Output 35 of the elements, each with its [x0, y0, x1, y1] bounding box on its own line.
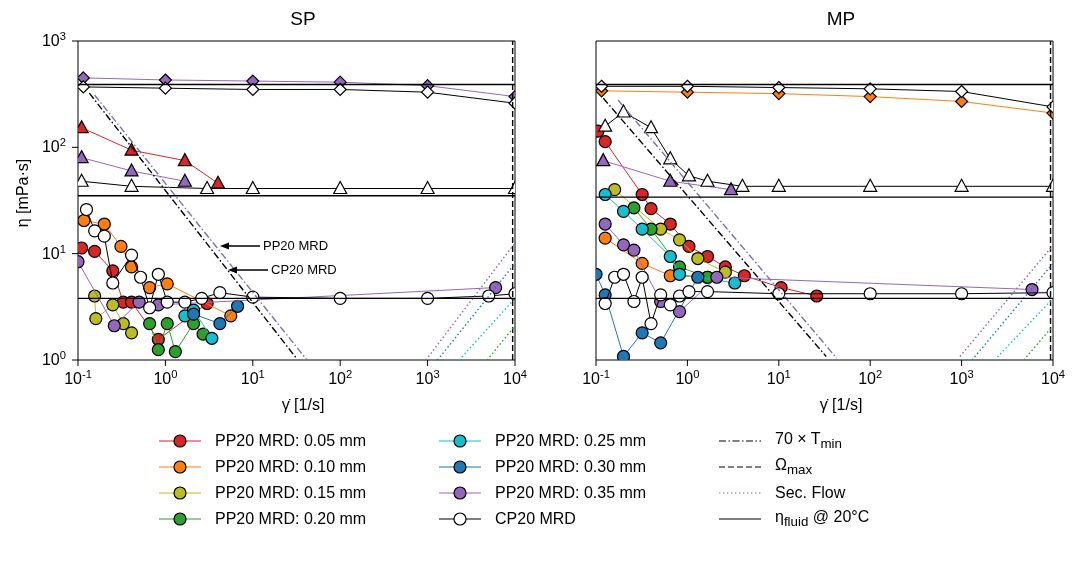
x-axis-title: γ̇ [1/s]	[818, 396, 864, 414]
legend-label: 70 × T$_{min}$	[775, 430, 842, 452]
x-tick-label: 10$^{2}$	[858, 368, 883, 387]
legend-label: PP20 MRD: 0.20 mm	[215, 510, 367, 528]
y-axis-title: η [mPa·s]	[14, 157, 32, 230]
y-tick-label: 10$^{3}$	[41, 30, 66, 49]
legend-label: PP20 MRD: 0.10 mm	[215, 458, 367, 476]
x-tick-label: 10$^{-1}$	[582, 368, 610, 387]
x-tick-label: 10$^{1}$	[766, 368, 791, 387]
y-tick-label: 10$^{1}$	[41, 242, 66, 262]
chart-title: MP	[825, 8, 857, 31]
x-tick-label: 10$^{4}$	[502, 368, 528, 387]
x-tick-label: 10$^{0}$	[675, 368, 700, 387]
x-axis-title: γ̇ [1/s]	[280, 396, 326, 414]
x-tick-label: 10$^{-1}$	[64, 368, 92, 387]
x-tick-label: 10$^{0}$	[153, 368, 178, 387]
legend-label: PP20 MRD: 0.30 mm	[495, 458, 647, 476]
y-tick-label: 10$^{2}$	[41, 136, 66, 156]
legend-label: Sec. Flow	[775, 484, 846, 502]
x-tick-label: 10$^{4}$	[1040, 368, 1066, 387]
legend-label: η$_{fluid}$ @ 20°C	[775, 508, 870, 530]
legend-label: PP20 MRD: 0.15 mm	[215, 484, 367, 502]
annotation: PP20 MRD	[263, 238, 329, 253]
x-tick-label: 10$^{3}$	[415, 368, 440, 387]
x-tick-label: 10$^{3}$	[949, 368, 974, 387]
legend-label: PP20 MRD: 0.35 mm	[495, 484, 647, 502]
legend-label: PP20 MRD: 0.25 mm	[495, 432, 647, 450]
legend-label: PP20 MRD: 0.05 mm	[215, 432, 367, 450]
x-tick-label: 10$^{1}$	[240, 368, 265, 387]
y-tick-label: 10$^{0}$	[41, 349, 66, 368]
legend-label: Ω$_{max}$	[775, 456, 813, 478]
annotation: CP20 MRD	[271, 262, 337, 277]
x-tick-label: 10$^{2}$	[328, 368, 353, 387]
chart-title: SP	[289, 8, 317, 31]
legend-label: CP20 MRD	[495, 510, 576, 528]
